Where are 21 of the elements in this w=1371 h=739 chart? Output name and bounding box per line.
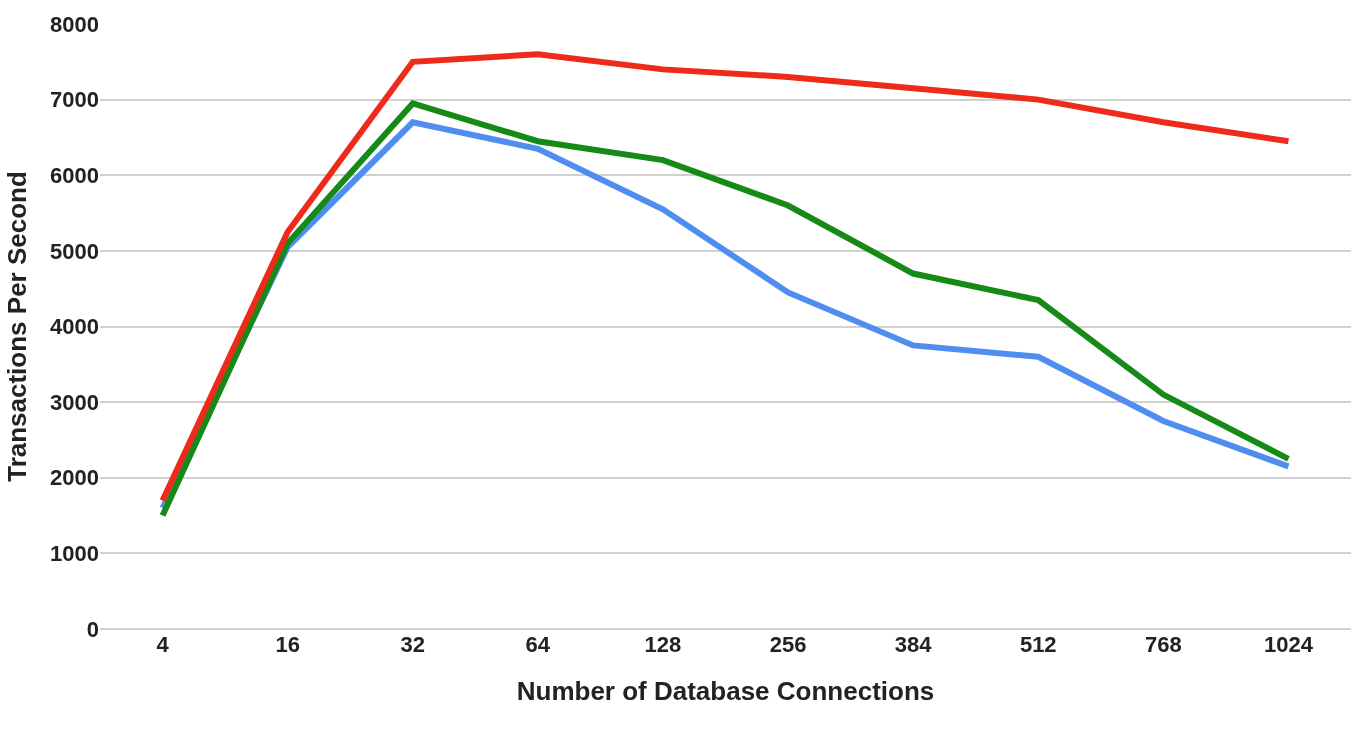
- y-tick-label: 6000: [50, 162, 99, 188]
- x-tick-label: 512: [1019, 632, 1057, 657]
- x-axis-title: Number of Database Connections: [516, 675, 935, 706]
- y-tick-label: 3000: [50, 389, 99, 415]
- y-tick-label: 7000: [50, 87, 99, 113]
- y-tick-label: 4000: [50, 314, 99, 340]
- y-tick-label: 5000: [50, 238, 99, 264]
- x-tick-label: 256: [769, 632, 807, 657]
- x-tick-label: 768: [1144, 632, 1182, 657]
- x-tick-label: 384: [894, 632, 933, 657]
- x-tick-label: 1024: [1263, 632, 1314, 657]
- y-tick-label: 2000: [50, 465, 99, 491]
- x-tick-label: 64: [525, 632, 551, 657]
- x-tick-label: 128: [644, 632, 682, 657]
- y-tick-label: 1000: [50, 541, 99, 567]
- x-tick-label: 4: [156, 632, 170, 657]
- y-axis-title: Transactions Per Second: [2, 171, 33, 482]
- y-tick-label: 8000: [50, 11, 99, 37]
- x-tick-label: 16: [275, 632, 300, 657]
- y-tick-label: 0: [86, 616, 99, 642]
- x-tick-label: 32: [400, 632, 425, 657]
